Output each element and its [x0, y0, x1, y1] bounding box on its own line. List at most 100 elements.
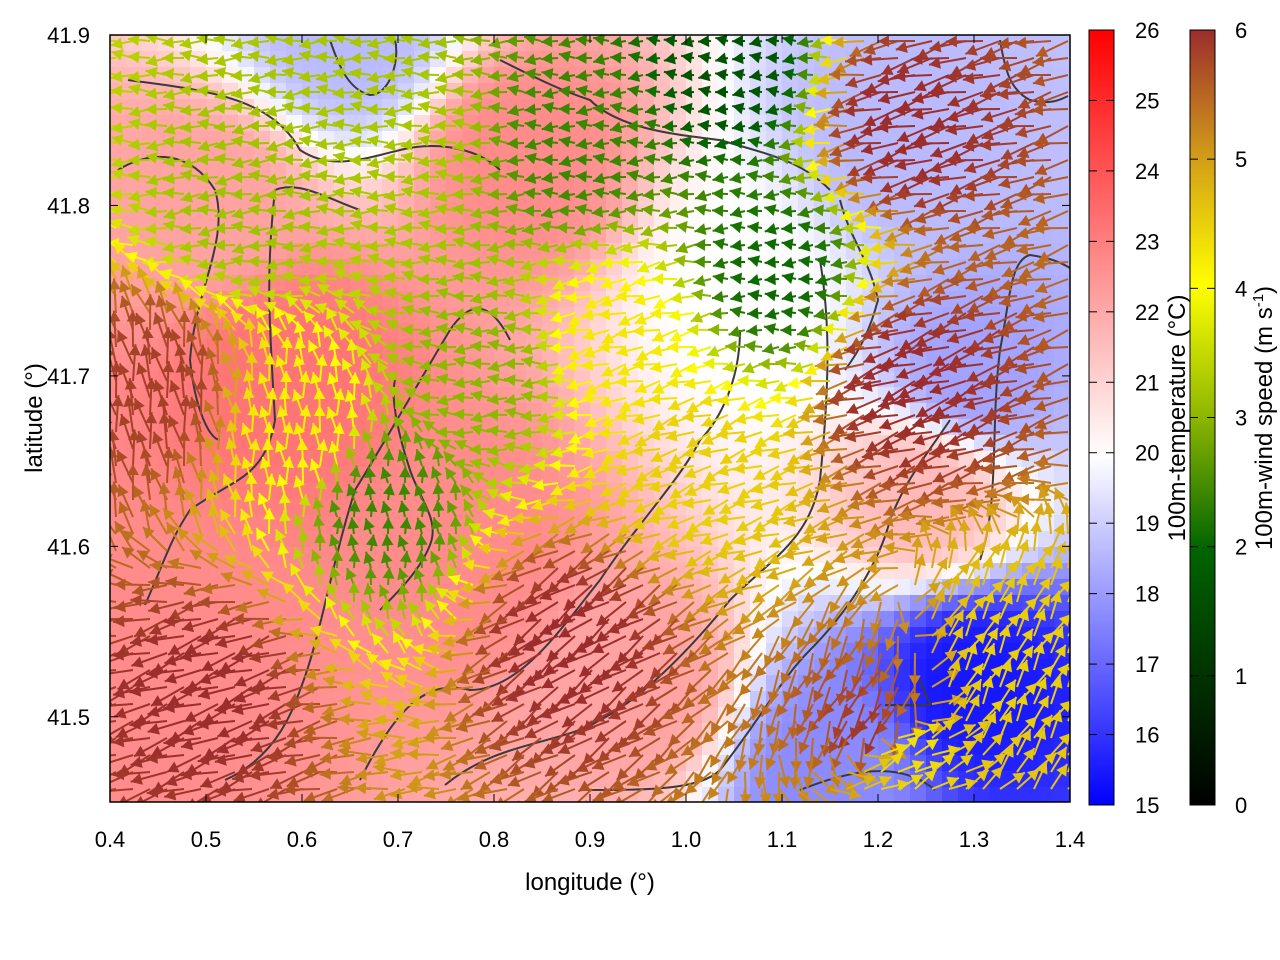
wind-arrow-head — [662, 120, 674, 133]
wind-arrow-head — [247, 120, 259, 133]
wind-arrow-head — [962, 103, 974, 116]
temperature-cell — [238, 579, 255, 596]
wind-arrow-head — [349, 135, 362, 148]
temperature-cell — [606, 227, 623, 244]
wind-arrow-head — [349, 35, 362, 48]
temperature-cell — [910, 611, 927, 628]
temperature-cell — [446, 595, 463, 612]
temperature-cell — [782, 563, 799, 580]
wind-arrow-head — [266, 140, 279, 152]
wind-arrow-head — [808, 50, 821, 63]
wind-arrow-head — [383, 69, 396, 82]
temperature-cell — [558, 179, 575, 196]
wind-arrow-head — [997, 37, 1010, 50]
temperature-cell — [734, 707, 751, 724]
temperature-cell — [814, 259, 831, 276]
temperature-cell — [302, 355, 319, 372]
temperature-cell — [222, 227, 239, 244]
wind-arrow-head — [248, 84, 261, 96]
wind-arrow-head — [593, 35, 605, 46]
temperature-cell — [894, 787, 911, 802]
wind-arrow-head — [213, 102, 226, 115]
temperature-cell — [430, 435, 447, 452]
wind-arrow-head — [819, 56, 832, 69]
temperature-cell — [782, 435, 799, 452]
wind-arrow-head — [418, 134, 431, 147]
wind-arrow-head — [145, 103, 157, 116]
wind-arrow-head — [802, 136, 814, 149]
wind-arrow-head — [230, 50, 243, 63]
wind-arrow-head — [914, 80, 927, 92]
temperature-cell — [942, 51, 959, 68]
wind-arrow-head — [663, 35, 676, 47]
wind-arrow-head — [765, 35, 778, 47]
wind-arrow-head — [111, 37, 123, 50]
temperature-cell — [782, 243, 799, 260]
wind-arrow-head — [782, 35, 795, 47]
temperature-cell — [750, 451, 767, 468]
temperature-cell — [718, 307, 735, 324]
temperature-cell — [606, 307, 623, 324]
temperature-cell — [846, 627, 863, 644]
wind-arrow-head — [805, 85, 817, 98]
temperature-cell — [446, 211, 463, 228]
temperature-cell — [430, 403, 447, 420]
wind-arrow-head — [332, 103, 344, 116]
wind-arrow-head — [162, 36, 174, 49]
temperature-cell — [366, 771, 383, 788]
wind-arrow-head — [795, 87, 808, 100]
wind-arrow-head — [997, 88, 1009, 100]
wind-arrow-head — [965, 44, 978, 56]
wind-arrow-head — [179, 136, 192, 149]
temperature-cell — [382, 243, 399, 260]
wind-arrow-head — [145, 54, 158, 67]
temperature-cell — [334, 499, 351, 516]
wind-arrow-head — [999, 77, 1012, 89]
temperature-cell — [654, 99, 671, 116]
temperature-cell — [158, 595, 175, 612]
wind-arrow-head — [964, 59, 977, 71]
wind-arrow-head — [1014, 106, 1027, 119]
temperature-cell — [126, 323, 143, 340]
temperature-cell — [1038, 35, 1055, 52]
temperature-cell — [606, 195, 623, 212]
temperature-cell — [478, 371, 495, 388]
temperature-cell — [334, 755, 351, 772]
wind-arrow-head — [128, 83, 141, 96]
wind-arrow-head — [911, 92, 925, 104]
wind-arrow-head — [93, 136, 105, 148]
temperature-cell — [478, 67, 495, 84]
temperature-cell — [1054, 227, 1070, 244]
wind-arrow-head — [384, 117, 397, 130]
wind-arrow-head — [435, 49, 448, 62]
wind-arrow-head — [507, 104, 520, 117]
temperature-cell — [190, 131, 207, 148]
temperature-cell — [398, 723, 415, 740]
wind-arrow-head — [350, 122, 363, 135]
temperature-cell — [478, 227, 495, 244]
temperature-cell — [462, 227, 479, 244]
wind-arrow-head — [644, 118, 657, 131]
temperature-cell — [814, 131, 831, 148]
temperature-cell — [606, 643, 623, 660]
wind-arrow-head — [731, 35, 744, 48]
wind-arrow-head — [506, 137, 518, 150]
temperature-cell — [750, 419, 767, 436]
temperature-cell — [558, 211, 575, 228]
temperature-cell — [750, 579, 767, 596]
temperature-cell — [462, 563, 479, 580]
temperature-cell — [1054, 371, 1070, 388]
temperature-cell — [862, 419, 879, 436]
temperature-cell — [110, 179, 127, 196]
temperature-cell — [142, 611, 159, 628]
wind-arrow-head — [779, 119, 791, 132]
wind-arrow-head — [860, 53, 873, 66]
temperature-cell — [894, 579, 911, 596]
wind-arrow-head — [832, 36, 844, 49]
temperature-cell — [430, 707, 447, 724]
wind-arrow-head — [793, 101, 806, 114]
wind-arrow-head — [749, 35, 762, 48]
temperature-cell — [446, 243, 463, 260]
temperature-cell — [878, 339, 895, 356]
wind-arrow-head — [231, 123, 245, 135]
